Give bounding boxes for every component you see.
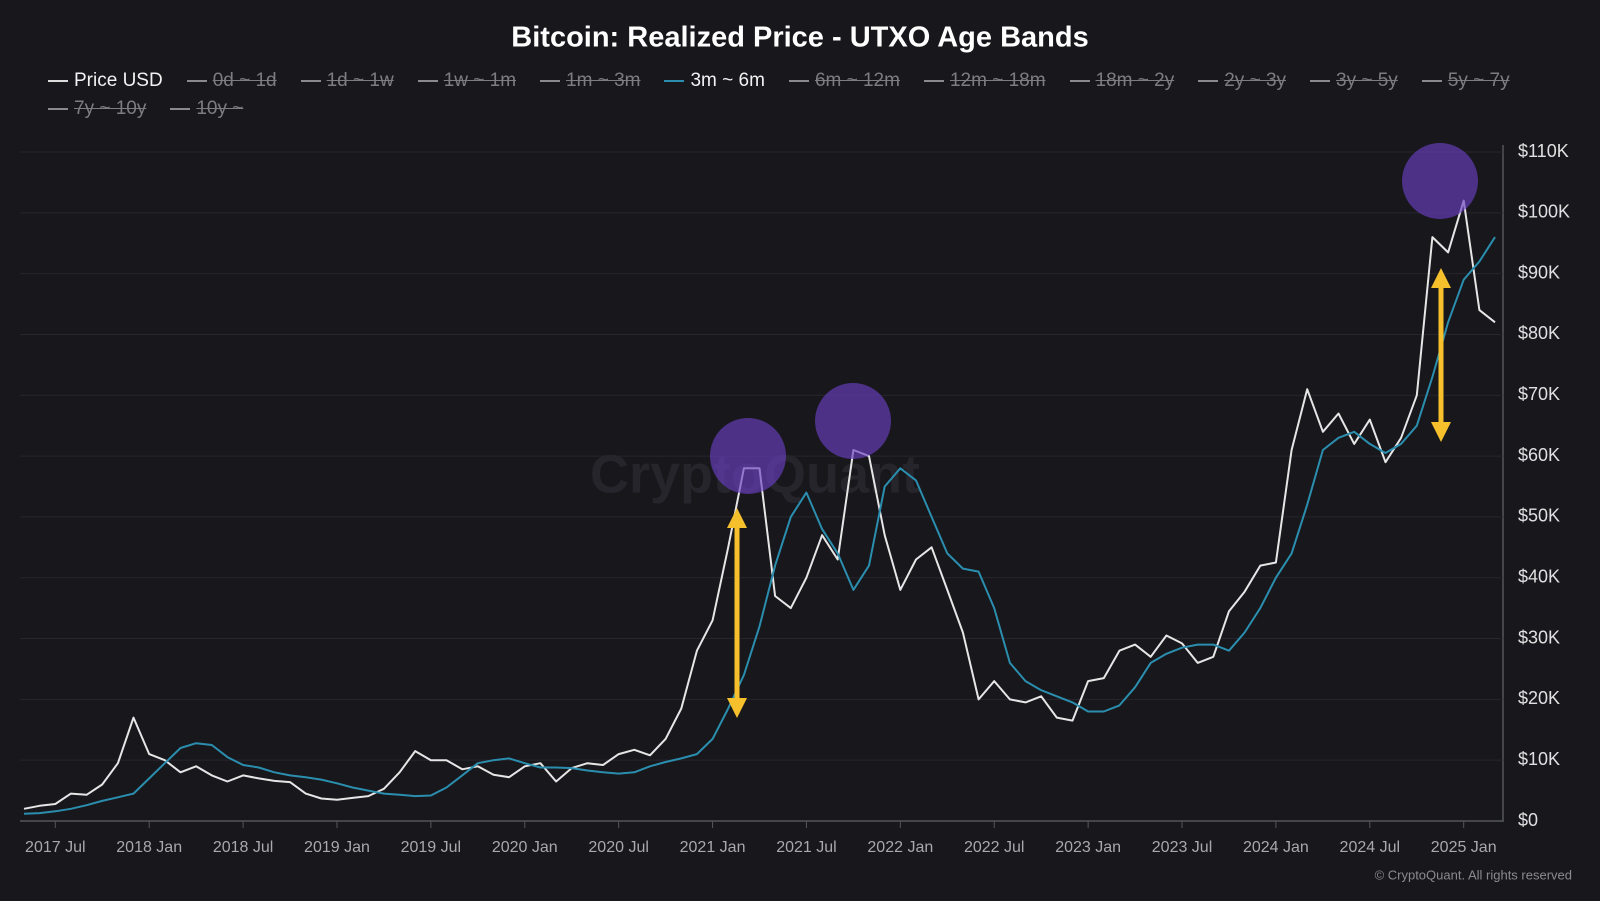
legend-item[interactable]: 6m ~ 12m [788,69,900,93]
x-tick-label: 2019 Jan [304,839,370,856]
chart-title: Bitcoin: Realized Price - UTXO Age Bands [511,22,1088,54]
series-line [23,199,1496,810]
highlight-circle [815,383,891,459]
x-tick-label: 2018 Jul [213,839,274,856]
legend-item[interactable]: 2y ~ 3y [1198,69,1286,93]
y-tick-label: $10K [1518,749,1560,769]
y-tick-label: $30K [1518,627,1560,647]
y-tick-label: $70K [1518,384,1560,404]
legend-label: 3y ~ 5y [1336,70,1398,91]
gap-arrow [1431,268,1451,442]
y-tick-label: $40K [1518,566,1560,586]
legend-item[interactable]: 5y ~ 7y [1421,69,1510,93]
legend-swatch [170,108,191,110]
legend-item[interactable]: 3m ~ 6m [664,69,765,93]
legend-item[interactable]: 0d ~ 1d [186,69,277,93]
y-tick-label: $50K [1518,506,1560,526]
x-tick-label: 2024 Jan [1243,839,1309,856]
legend-label: 10y ~ [196,98,244,119]
legend-item[interactable]: 10y ~ [170,97,243,121]
legend-item[interactable]: Price USD [48,69,163,93]
legend-item[interactable]: 18m ~ 2y [1069,69,1175,93]
legend-swatch [300,80,321,82]
legend-item[interactable]: 1m ~ 3m [540,69,640,93]
legend-item[interactable]: 1w ~ 1m [417,69,517,93]
x-tick-label: 2023 Jan [1055,839,1121,856]
x-tick-label: 2025 Jan [1431,839,1497,856]
legend: Price USD 0d ~ 1d 1d ~ 1w 1w ~ 1m 1m ~ 3m 3m … [48,69,1558,121]
x-tick-label: 2021 Jan [680,839,746,856]
legend-label: 6m ~ 12m [814,70,900,91]
y-tick-label: $90K [1518,262,1560,282]
y-tick-label: $60K [1518,445,1560,465]
x-tick-label: 2020 Jul [588,839,649,856]
legend-label: 1d ~ 1w [326,70,394,91]
legend-item[interactable]: 3y ~ 5y [1310,69,1398,93]
legend-swatch [1198,80,1219,82]
x-tick-label: 2022 Jul [964,839,1025,856]
highlight-circle [710,418,786,494]
annotations [710,143,1478,718]
x-tick-label: 2023 Jul [1152,839,1213,856]
x-tick-label: 2019 Jul [401,839,462,856]
x-tick-label: 2018 Jan [116,839,182,856]
legend-label: 18m ~ 2y [1095,70,1175,91]
legend-swatch [540,80,561,82]
y-tick-label: $100K [1518,202,1570,222]
legend-label: 2y ~ 3y [1224,70,1287,91]
legend-label: 7y ~ 10y [74,98,147,119]
legend-item[interactable]: 7y ~ 10y [48,97,146,121]
y-tick-label: $20K [1518,688,1560,708]
legend-swatch [1069,80,1090,82]
legend-swatch [788,80,809,82]
legend-swatch [417,80,438,82]
legend-label: 0d ~ 1d [212,70,277,91]
legend-swatch [664,80,685,82]
legend-label: 1m ~ 3m [566,70,641,91]
legend-swatch [186,80,207,82]
legend-label: 3m ~ 6m [690,70,765,91]
x-tick-label: 2021 Jul [776,839,837,856]
credit: © CryptoQuant. All rights reserved [1375,867,1572,882]
legend-swatch [48,108,68,110]
legend-item[interactable]: 1d ~ 1w [300,69,394,93]
legend-swatch [923,80,944,82]
legend-label: 12m ~ 18m [949,70,1046,91]
x-tick-label: 2020 Jan [492,839,558,856]
x-tick-label: 2024 Jul [1340,839,1401,856]
legend-swatch [1421,80,1442,82]
gap-arrow [727,508,747,718]
y-tick-label: $80K [1518,323,1560,343]
legend-swatch [1310,80,1331,82]
legend-item[interactable]: 12m ~ 18m [923,69,1046,93]
plot-area: $0 $10K $20K $30K $40K $50K $60K $70K $80K $90K $1… [20,141,1570,856]
y-tick-label: $0 [1518,810,1538,830]
legend-label: 5y ~ 7y [1447,70,1510,91]
legend-label: Price USD [74,70,163,91]
highlight-circle [1402,143,1478,219]
legend-swatch [48,80,68,82]
y-tick-label: $110K [1518,141,1569,161]
x-tick-label: 2022 Jan [867,839,933,856]
x-tick-label: 2017 Jul [25,839,86,856]
series-line [23,236,1496,815]
legend-label: 1w ~ 1m [443,70,517,91]
